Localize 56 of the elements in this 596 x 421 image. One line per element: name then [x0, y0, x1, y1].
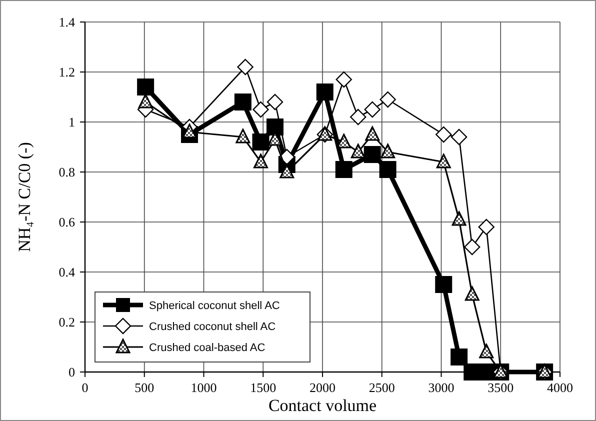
point — [435, 276, 452, 293]
x-tick-label: 1000 — [190, 380, 217, 395]
y-tick-label: 0.4 — [58, 264, 76, 280]
x-axis-title: Contact volume — [268, 396, 377, 415]
x-tick-label: 4000 — [547, 380, 573, 395]
point — [336, 71, 352, 88]
point — [478, 218, 494, 236]
point — [278, 148, 295, 166]
legend-label: Crushed coconut shell AC — [149, 320, 276, 333]
x-tick-label: 3500 — [488, 380, 514, 395]
y-tick-label: 0.8 — [58, 164, 75, 180]
point — [464, 286, 480, 301]
point — [234, 94, 252, 110]
point — [450, 348, 468, 366]
x-tick-label: 0 — [82, 380, 88, 395]
y-tick-label: 0.6 — [58, 214, 76, 230]
y-tick-label: 1 — [68, 114, 75, 130]
point — [379, 161, 396, 178]
point — [364, 101, 380, 118]
point — [335, 161, 352, 178]
point — [380, 144, 396, 158]
point — [364, 146, 381, 163]
point — [252, 134, 270, 150]
point — [365, 126, 380, 141]
point — [254, 154, 268, 168]
point — [436, 154, 451, 168]
point — [350, 108, 366, 126]
point — [450, 128, 468, 146]
point — [464, 238, 480, 256]
y-tick-label: 0.2 — [58, 314, 75, 330]
y-tick-label: 0 — [68, 364, 75, 380]
point — [479, 344, 494, 358]
x-tick-label: 3000 — [428, 380, 454, 395]
point — [237, 58, 254, 76]
point — [252, 101, 269, 118]
point — [182, 124, 197, 138]
point — [138, 94, 153, 108]
point — [380, 91, 396, 108]
y-tick-label: 1.2 — [58, 64, 75, 80]
point — [266, 94, 284, 110]
point — [137, 78, 154, 96]
x-tick-label: 500 — [134, 380, 154, 395]
legend-label: Spherical coconut shell AC — [149, 300, 280, 312]
point — [280, 164, 294, 178]
y-axis-title: NH₄-N C/C0 (-) — [15, 142, 34, 252]
point — [336, 134, 352, 148]
point — [452, 211, 466, 226]
x-tick-label: 2000 — [310, 380, 336, 395]
legend-label: Crushed coal-based AC — [149, 342, 266, 354]
x-tick-label: 2500 — [368, 380, 395, 395]
point — [350, 144, 366, 158]
x-tick-label: 1500 — [250, 380, 276, 395]
point — [236, 128, 250, 144]
point — [436, 126, 452, 143]
point — [316, 84, 334, 100]
y-tick-label: 1.4 — [58, 14, 76, 30]
